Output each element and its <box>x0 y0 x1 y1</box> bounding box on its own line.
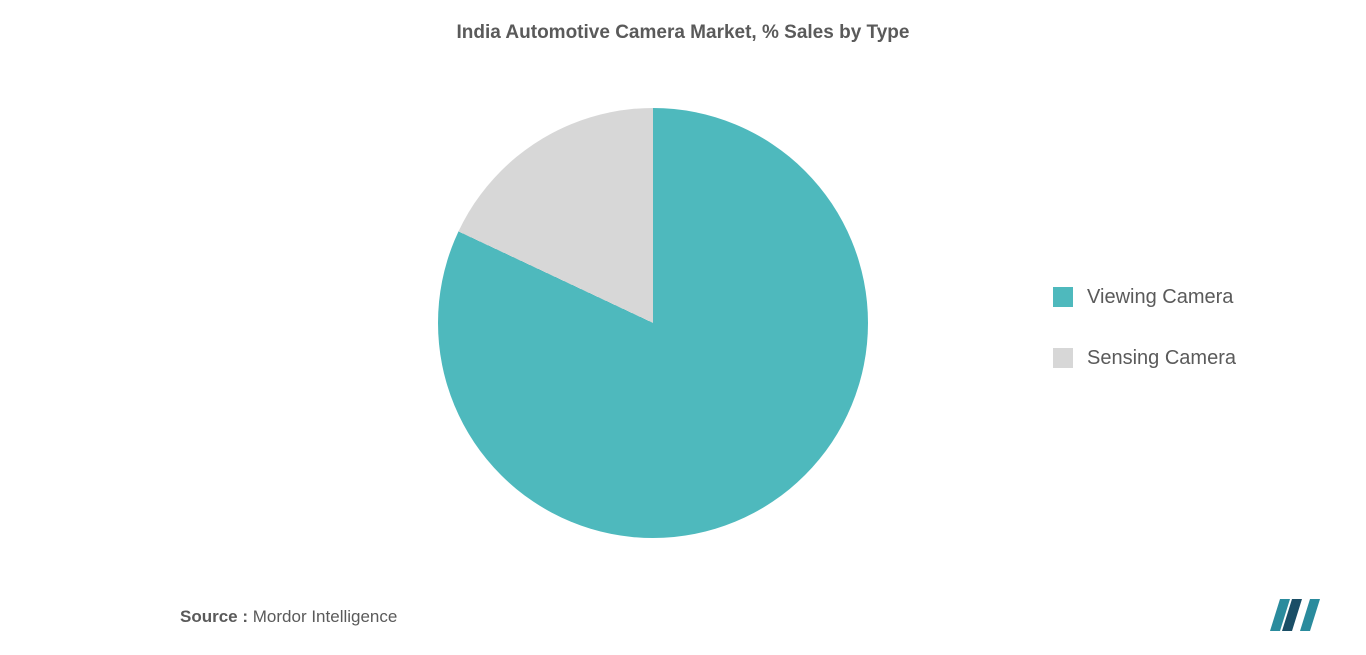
source-value: Mordor Intelligence <box>253 607 398 626</box>
source-attribution: Source : Mordor Intelligence <box>180 607 397 627</box>
chart-title: India Automotive Camera Market, % Sales … <box>0 0 1366 44</box>
brand-logo-icon <box>1266 595 1326 635</box>
pie-slices <box>438 108 868 538</box>
pie-chart <box>438 108 868 538</box>
legend-swatch <box>1053 287 1073 307</box>
legend-label: Viewing Camera <box>1087 286 1233 309</box>
chart-container: India Automotive Camera Market, % Sales … <box>0 0 1366 655</box>
source-label: Source : <box>180 607 248 626</box>
legend-item: Viewing Camera <box>1053 286 1236 309</box>
legend-item: Sensing Camera <box>1053 347 1236 370</box>
legend: Viewing Camera Sensing Camera <box>1053 286 1236 370</box>
legend-label: Sensing Camera <box>1087 347 1236 370</box>
legend-swatch <box>1053 348 1073 368</box>
